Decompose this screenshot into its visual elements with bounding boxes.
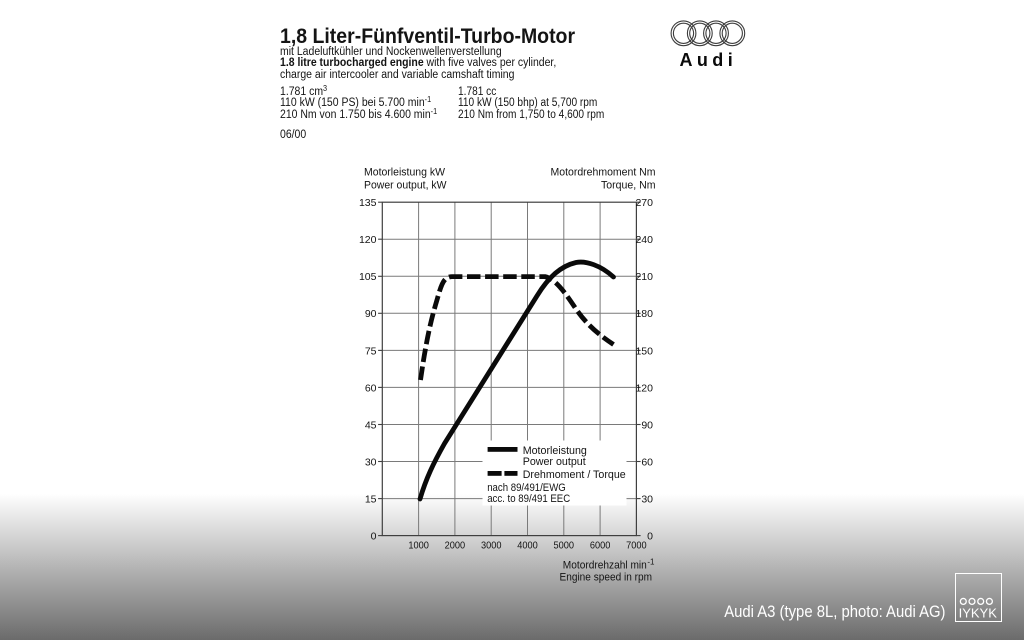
svg-text:-1: -1 <box>647 557 655 566</box>
svg-text:2000: 2000 <box>445 539 466 551</box>
svg-text:Engine speed in rpm: Engine speed in rpm <box>560 572 653 584</box>
svg-text:120: 120 <box>635 382 653 394</box>
svg-text:105: 105 <box>359 271 377 283</box>
svg-text:5000: 5000 <box>554 539 575 551</box>
svg-text:30: 30 <box>365 456 377 468</box>
svg-text:Motordrehmoment Nm: Motordrehmoment Nm <box>551 166 656 178</box>
svg-text:0: 0 <box>371 531 377 543</box>
svg-text:IYKYK: IYKYK <box>958 605 997 620</box>
svg-text:Audi: Audi <box>680 50 738 70</box>
svg-text:270: 270 <box>635 197 653 209</box>
svg-text:75: 75 <box>365 345 377 357</box>
svg-text:Motorleistung kW: Motorleistung kW <box>364 166 446 178</box>
svg-text:135: 135 <box>359 197 377 209</box>
svg-text:180: 180 <box>635 308 653 320</box>
svg-text:0: 0 <box>647 531 653 543</box>
svg-text:Power output: Power output <box>523 456 586 468</box>
svg-text:90: 90 <box>365 308 377 320</box>
svg-text:6000: 6000 <box>590 539 611 551</box>
svg-text:60: 60 <box>641 456 653 468</box>
svg-text:Torque, Nm: Torque, Nm <box>601 180 656 192</box>
svg-text:Motorleistung: Motorleistung <box>523 445 587 457</box>
svg-text:3000: 3000 <box>481 539 502 551</box>
svg-text:15: 15 <box>365 494 377 506</box>
svg-text:1000: 1000 <box>408 539 429 551</box>
svg-text:240: 240 <box>635 234 653 246</box>
svg-text:Power output, kW: Power output, kW <box>364 180 447 192</box>
svg-text:acc. to 89/491 EEC: acc. to 89/491 EEC <box>487 493 570 505</box>
svg-text:nach 89/491/EWG: nach 89/491/EWG <box>487 482 566 494</box>
svg-text:Motordrehzahl min: Motordrehzahl min <box>563 559 647 571</box>
svg-text:150: 150 <box>635 345 653 357</box>
svg-text:Drehmoment / Torque: Drehmoment / Torque <box>523 469 626 481</box>
svg-text:120: 120 <box>359 234 377 246</box>
svg-text:60: 60 <box>365 382 377 394</box>
svg-text:30: 30 <box>641 494 653 506</box>
svg-text:90: 90 <box>641 419 653 431</box>
svg-text:7000: 7000 <box>626 539 647 551</box>
svg-text:4000: 4000 <box>517 539 538 551</box>
svg-text:45: 45 <box>365 419 377 431</box>
svg-text:210: 210 <box>635 271 653 283</box>
